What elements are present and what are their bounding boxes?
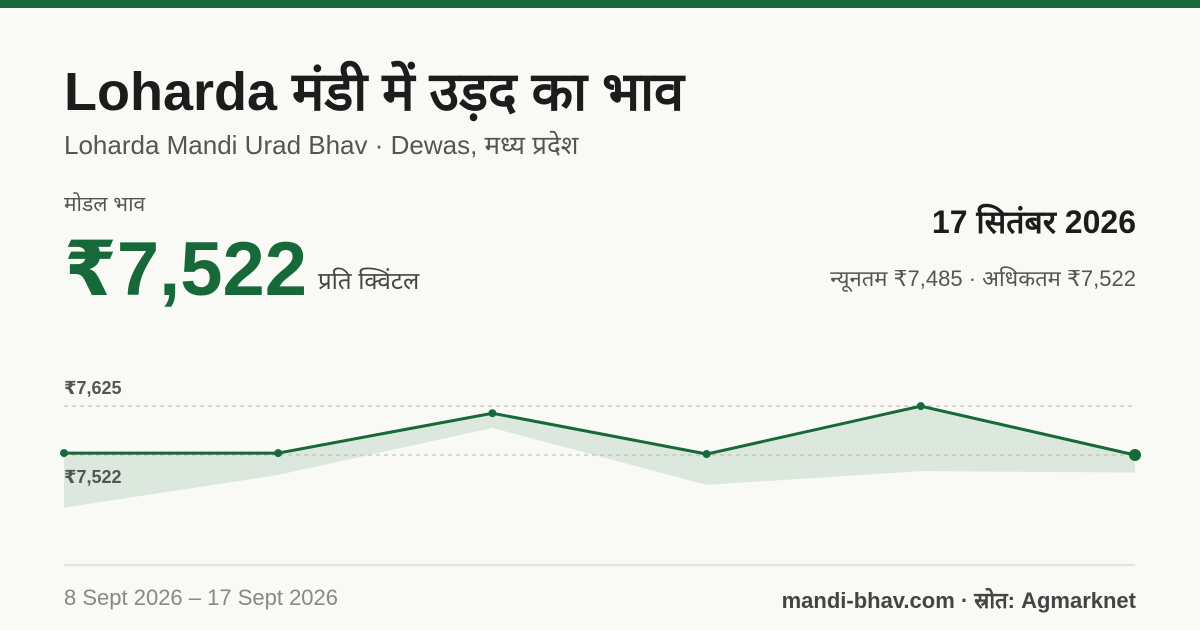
date: 17 सितंबर 2026: [931, 204, 1136, 240]
modal-label: मोडल भाव: [64, 193, 146, 216]
min-max: न्यूनतम ₹7,485 · अधिकतम ₹7,522: [830, 263, 1136, 293]
y-tick-label: ₹7,625: [64, 378, 122, 398]
point: [60, 449, 68, 458]
unit: प्रति क्विंटल: [318, 268, 420, 295]
modal-price: ₹7,522: [64, 227, 308, 312]
point: [274, 449, 283, 458]
point: [702, 450, 711, 459]
max-label: अधिकतम: [982, 266, 1061, 291]
title: Loharda मंडी में उड़द का भाव: [64, 62, 685, 122]
min-label: न्यूनतम: [830, 266, 888, 291]
subtitle: Loharda Mandi Urad Bhav · Dewas, मध्य प्…: [64, 130, 579, 160]
point: [916, 402, 925, 411]
max-value: ₹7,522: [1066, 266, 1136, 291]
date-range: 8 Sept 2026 – 17 Sept 2026: [64, 585, 339, 610]
top-bar: [0, 0, 1200, 8]
range-band: [64, 406, 1135, 508]
y-tick-label: ₹7,522: [64, 467, 122, 487]
separator: ·: [968, 266, 977, 291]
point: [488, 409, 497, 418]
modal-line: [64, 404, 1136, 457]
source: mandi-bhav.com · स्रोत: Agmarknet: [781, 588, 1136, 613]
min-value: ₹7,485: [893, 266, 963, 291]
point: [1129, 448, 1141, 461]
